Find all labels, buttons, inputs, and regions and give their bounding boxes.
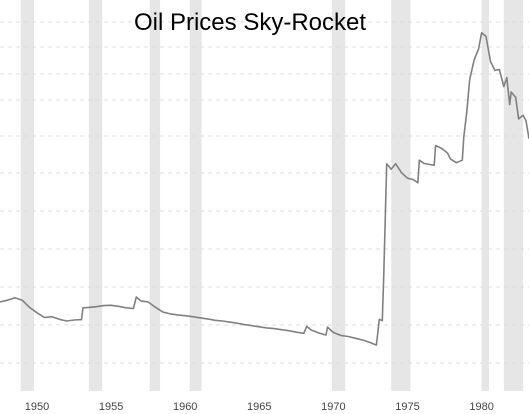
- recession-band: [331, 0, 346, 391]
- recession-band: [189, 0, 202, 391]
- x-axis: 1950 1955 1960 1965 1970 1975 1980: [25, 401, 494, 413]
- recession-band: [503, 0, 524, 391]
- x-tick-label: 1980: [469, 401, 493, 413]
- oil-price-line: [0, 31, 529, 346]
- grid-lines: [0, 21, 529, 364]
- series-group: [0, 31, 529, 346]
- recession-band: [88, 0, 103, 391]
- x-tick-label: 1950: [25, 401, 49, 413]
- recession-bands: [20, 0, 524, 391]
- x-tick-label: 1965: [247, 401, 271, 413]
- recession-band: [149, 0, 161, 391]
- chart-title: Oil Prices Sky-Rocket: [134, 9, 366, 36]
- recession-band: [20, 0, 34, 391]
- recession-band: [391, 0, 411, 391]
- recession-band: [481, 0, 489, 391]
- x-tick-label: 1970: [321, 401, 345, 413]
- x-tick-label: 1955: [99, 401, 123, 413]
- x-tick-label: 1975: [395, 401, 419, 413]
- x-tick-label: 1960: [173, 401, 197, 413]
